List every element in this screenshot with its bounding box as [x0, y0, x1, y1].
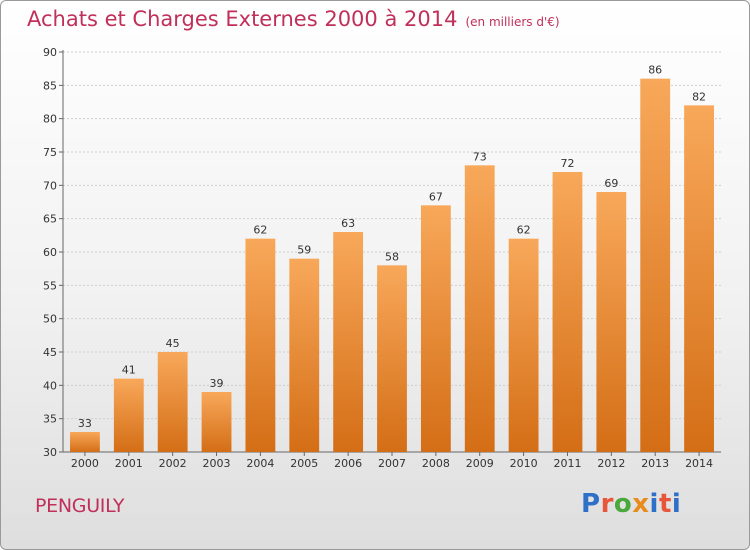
bar: [552, 172, 583, 452]
value-label: 62: [253, 224, 267, 237]
x-tick-label: 2010: [510, 457, 538, 470]
labels: 33 41 45 39 62 59 63 58 67 73 62 72 69 86 82: [78, 64, 706, 430]
logo-letter: o: [613, 489, 633, 519]
value-label: 63: [341, 217, 355, 230]
y-tick-label: 60: [43, 246, 57, 259]
x-tick-label: 2008: [422, 457, 450, 470]
x-tick-label: 2014: [685, 457, 713, 470]
logo-letter: x: [632, 489, 650, 519]
y-tick-label: 30: [43, 446, 57, 459]
value-label: 82: [692, 90, 706, 103]
bar: [684, 105, 714, 452]
bar: [289, 258, 320, 452]
value-label: 58: [385, 250, 399, 263]
x-tick-label: 2004: [246, 457, 274, 470]
value-label: 33: [78, 417, 92, 430]
bar: [596, 192, 627, 452]
bar: [201, 392, 232, 452]
chart-subtitle: (en milliers d'€): [465, 15, 560, 29]
logo-letter: i: [671, 489, 682, 519]
x-tick-label: 2000: [71, 457, 99, 470]
bar: [157, 352, 188, 452]
y-tick-label: 40: [43, 379, 57, 392]
value-label: 86: [648, 64, 662, 77]
bars: [70, 78, 714, 453]
logo-letter: i: [649, 489, 659, 519]
y-tick-label: 80: [43, 113, 57, 126]
x-tick-label: 2001: [115, 457, 143, 470]
bar: [420, 205, 451, 452]
y-tick-label: 35: [43, 413, 57, 426]
y-tick-label: 45: [43, 346, 57, 359]
logo-letter: t: [658, 489, 672, 519]
bar: [245, 238, 276, 452]
value-label: 69: [604, 177, 618, 190]
x-tick-label: 2003: [203, 457, 231, 470]
bar: [333, 232, 364, 452]
bar: [464, 165, 495, 453]
chart-title: Achats et Charges Externes 2000 à 2014 (e…: [27, 7, 560, 31]
x-tick-label: 2012: [597, 457, 625, 470]
y-tick-label: 90: [43, 46, 57, 59]
bar: [508, 238, 539, 452]
value-label: 39: [210, 377, 224, 390]
value-label: 62: [517, 224, 531, 237]
bar: [70, 432, 100, 452]
x-tick-label: 2002: [159, 457, 187, 470]
y-tick-label: 50: [43, 313, 57, 326]
y-tick-label: 70: [43, 179, 57, 192]
value-label: 73: [473, 150, 487, 163]
value-label: 45: [166, 337, 180, 350]
bar: [113, 378, 144, 452]
bar: [377, 265, 407, 452]
logo-letter: P: [581, 489, 601, 519]
proxiti-logo: Proxiti: [581, 489, 681, 519]
value-label: 67: [429, 190, 443, 203]
y-tick-label: 85: [43, 79, 57, 92]
x-tick-label: 2013: [641, 457, 669, 470]
logo-letter: r: [600, 489, 614, 519]
value-label: 41: [122, 364, 136, 377]
value-label: 72: [560, 157, 574, 170]
axes: 30 35 40 45 50 55 60 65 70 75 80 85 90 2000 2001 2002 20…: [43, 46, 721, 470]
y-tick-label: 55: [43, 279, 57, 292]
y-tick-label: 65: [43, 213, 57, 226]
place-name: PENGUILY: [35, 495, 125, 517]
x-tick-label: 2011: [553, 457, 581, 470]
bar: [640, 78, 671, 453]
x-tick-label: 2009: [466, 457, 494, 470]
y-tick-label: 75: [43, 146, 57, 159]
x-tick-label: 2006: [334, 457, 362, 470]
x-tick-label: 2007: [378, 457, 406, 470]
chart-title-text: Achats et Charges Externes 2000 à 2014: [27, 7, 458, 31]
value-label: 59: [297, 244, 311, 257]
x-tick-label: 2005: [290, 457, 318, 470]
